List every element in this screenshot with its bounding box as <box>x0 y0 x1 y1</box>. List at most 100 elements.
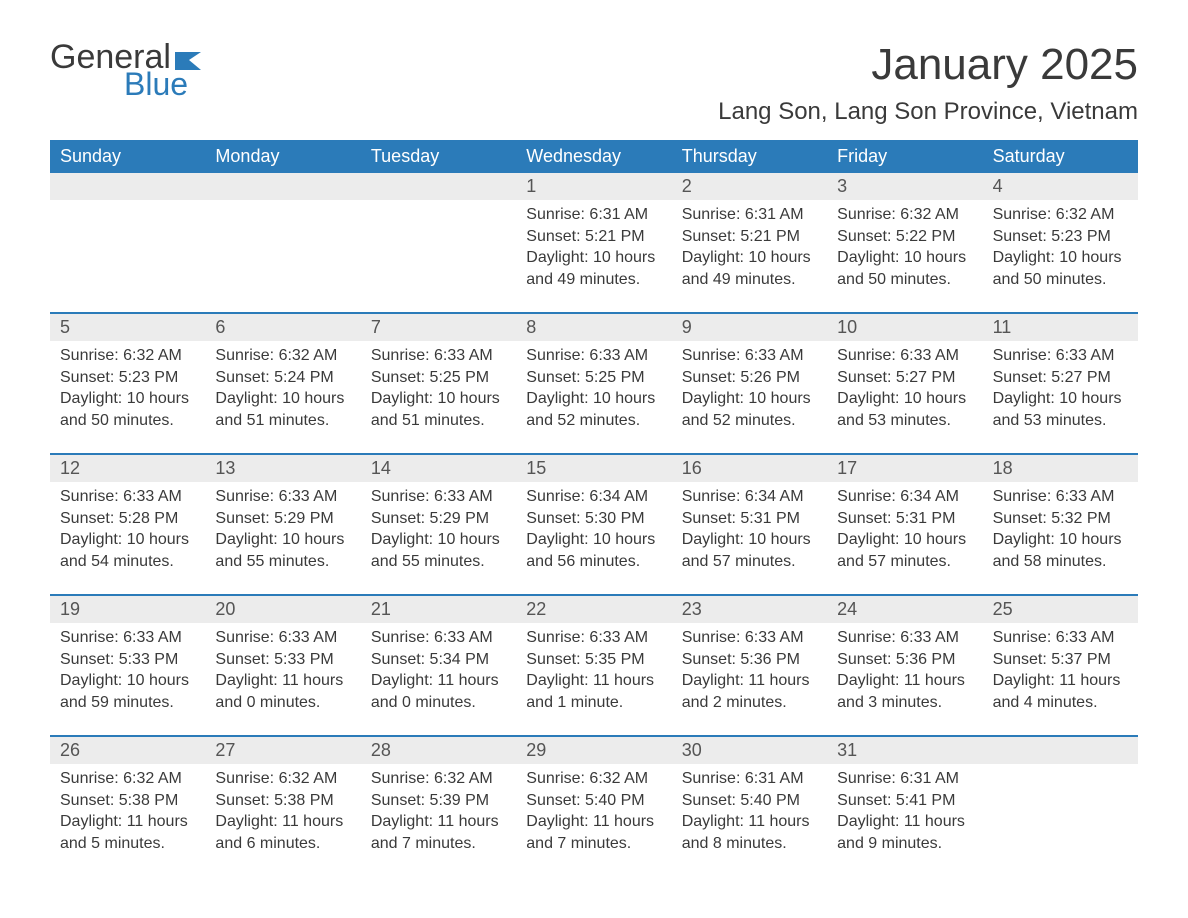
daylight-line: Daylight: 10 hours and 51 minutes. <box>371 388 506 431</box>
day-cell: Sunrise: 6:33 AMSunset: 5:25 PMDaylight:… <box>361 341 516 449</box>
dow-cell: Sunday <box>50 140 205 173</box>
day-cell <box>205 200 360 308</box>
week-row: 1234Sunrise: 6:31 AMSunset: 5:21 PMDayli… <box>50 173 1138 308</box>
day-cell: Sunrise: 6:32 AMSunset: 5:38 PMDaylight:… <box>50 764 205 872</box>
sunrise-line: Sunrise: 6:31 AM <box>682 204 817 226</box>
day-of-week-header: SundayMondayTuesdayWednesdayThursdayFrid… <box>50 140 1138 173</box>
daynum-strip: 567891011 <box>50 314 1138 341</box>
sunrise-line: Sunrise: 6:32 AM <box>526 768 661 790</box>
sunrise-line: Sunrise: 6:32 AM <box>371 768 506 790</box>
day-cell: Sunrise: 6:31 AMSunset: 5:21 PMDaylight:… <box>672 200 827 308</box>
dow-cell: Monday <box>205 140 360 173</box>
daylight-line: Daylight: 10 hours and 55 minutes. <box>215 529 350 572</box>
sunset-line: Sunset: 5:29 PM <box>215 508 350 530</box>
day-cell: Sunrise: 6:33 AMSunset: 5:33 PMDaylight:… <box>205 623 360 731</box>
dow-cell: Thursday <box>672 140 827 173</box>
day-cell: Sunrise: 6:33 AMSunset: 5:37 PMDaylight:… <box>983 623 1138 731</box>
sunset-line: Sunset: 5:25 PM <box>526 367 661 389</box>
sunrise-line: Sunrise: 6:33 AM <box>682 345 817 367</box>
daylight-line: Daylight: 10 hours and 52 minutes. <box>526 388 661 431</box>
day-number: 30 <box>672 737 827 764</box>
sunrise-line: Sunrise: 6:32 AM <box>60 768 195 790</box>
sunrise-line: Sunrise: 6:31 AM <box>837 768 972 790</box>
day-number: 1 <box>516 173 671 200</box>
day-number: 2 <box>672 173 827 200</box>
day-cell <box>983 764 1138 872</box>
day-number: 7 <box>361 314 516 341</box>
daylight-line: Daylight: 10 hours and 50 minutes. <box>837 247 972 290</box>
sunset-line: Sunset: 5:28 PM <box>60 508 195 530</box>
day-cell: Sunrise: 6:33 AMSunset: 5:25 PMDaylight:… <box>516 341 671 449</box>
daybody-strip: Sunrise: 6:33 AMSunset: 5:33 PMDaylight:… <box>50 623 1138 731</box>
sunset-line: Sunset: 5:21 PM <box>682 226 817 248</box>
sunset-line: Sunset: 5:41 PM <box>837 790 972 812</box>
sunset-line: Sunset: 5:25 PM <box>371 367 506 389</box>
day-number: 11 <box>983 314 1138 341</box>
dow-cell: Wednesday <box>516 140 671 173</box>
sunset-line: Sunset: 5:23 PM <box>60 367 195 389</box>
day-cell: Sunrise: 6:32 AMSunset: 5:23 PMDaylight:… <box>50 341 205 449</box>
sunrise-line: Sunrise: 6:33 AM <box>682 627 817 649</box>
daylight-line: Daylight: 11 hours and 6 minutes. <box>215 811 350 854</box>
sunrise-line: Sunrise: 6:33 AM <box>215 627 350 649</box>
day-cell: Sunrise: 6:31 AMSunset: 5:40 PMDaylight:… <box>672 764 827 872</box>
daylight-line: Daylight: 10 hours and 51 minutes. <box>215 388 350 431</box>
day-cell: Sunrise: 6:33 AMSunset: 5:36 PMDaylight:… <box>672 623 827 731</box>
sunrise-line: Sunrise: 6:34 AM <box>682 486 817 508</box>
sunset-line: Sunset: 5:40 PM <box>682 790 817 812</box>
week-row: 262728293031Sunrise: 6:32 AMSunset: 5:38… <box>50 735 1138 872</box>
day-cell: Sunrise: 6:33 AMSunset: 5:36 PMDaylight:… <box>827 623 982 731</box>
day-number: 10 <box>827 314 982 341</box>
daybody-strip: Sunrise: 6:32 AMSunset: 5:38 PMDaylight:… <box>50 764 1138 872</box>
day-cell: Sunrise: 6:32 AMSunset: 5:39 PMDaylight:… <box>361 764 516 872</box>
calendar: SundayMondayTuesdayWednesdayThursdayFrid… <box>50 140 1138 872</box>
daylight-line: Daylight: 10 hours and 54 minutes. <box>60 529 195 572</box>
day-cell: Sunrise: 6:33 AMSunset: 5:27 PMDaylight:… <box>827 341 982 449</box>
day-number: 14 <box>361 455 516 482</box>
day-number: 25 <box>983 596 1138 623</box>
day-cell: Sunrise: 6:34 AMSunset: 5:31 PMDaylight:… <box>672 482 827 590</box>
daylight-line: Daylight: 10 hours and 53 minutes. <box>993 388 1128 431</box>
day-number <box>361 173 516 200</box>
daylight-line: Daylight: 10 hours and 56 minutes. <box>526 529 661 572</box>
daylight-line: Daylight: 10 hours and 50 minutes. <box>60 388 195 431</box>
daylight-line: Daylight: 11 hours and 8 minutes. <box>682 811 817 854</box>
sunset-line: Sunset: 5:27 PM <box>837 367 972 389</box>
sunrise-line: Sunrise: 6:32 AM <box>993 204 1128 226</box>
sunset-line: Sunset: 5:39 PM <box>371 790 506 812</box>
sunrise-line: Sunrise: 6:33 AM <box>993 345 1128 367</box>
dow-cell: Friday <box>827 140 982 173</box>
sunrise-line: Sunrise: 6:32 AM <box>215 768 350 790</box>
sunset-line: Sunset: 5:32 PM <box>993 508 1128 530</box>
day-number: 8 <box>516 314 671 341</box>
sunset-line: Sunset: 5:31 PM <box>682 508 817 530</box>
day-number: 3 <box>827 173 982 200</box>
daylight-line: Daylight: 11 hours and 3 minutes. <box>837 670 972 713</box>
sunrise-line: Sunrise: 6:32 AM <box>837 204 972 226</box>
sunrise-line: Sunrise: 6:33 AM <box>60 486 195 508</box>
daylight-line: Daylight: 11 hours and 5 minutes. <box>60 811 195 854</box>
daylight-line: Daylight: 10 hours and 52 minutes. <box>682 388 817 431</box>
day-number: 21 <box>361 596 516 623</box>
sunrise-line: Sunrise: 6:33 AM <box>993 627 1128 649</box>
sunset-line: Sunset: 5:21 PM <box>526 226 661 248</box>
day-cell <box>50 200 205 308</box>
sunrise-line: Sunrise: 6:33 AM <box>526 627 661 649</box>
sunset-line: Sunset: 5:33 PM <box>60 649 195 671</box>
day-number: 29 <box>516 737 671 764</box>
daylight-line: Daylight: 10 hours and 55 minutes. <box>371 529 506 572</box>
day-cell: Sunrise: 6:33 AMSunset: 5:33 PMDaylight:… <box>50 623 205 731</box>
day-number: 31 <box>827 737 982 764</box>
sunrise-line: Sunrise: 6:33 AM <box>993 486 1128 508</box>
day-number: 9 <box>672 314 827 341</box>
day-cell: Sunrise: 6:33 AMSunset: 5:27 PMDaylight:… <box>983 341 1138 449</box>
sunrise-line: Sunrise: 6:34 AM <box>837 486 972 508</box>
day-number <box>205 173 360 200</box>
sunrise-line: Sunrise: 6:33 AM <box>371 486 506 508</box>
day-number: 6 <box>205 314 360 341</box>
day-number <box>983 737 1138 764</box>
sunrise-line: Sunrise: 6:31 AM <box>526 204 661 226</box>
day-cell: Sunrise: 6:31 AMSunset: 5:21 PMDaylight:… <box>516 200 671 308</box>
sunrise-line: Sunrise: 6:31 AM <box>682 768 817 790</box>
daylight-line: Daylight: 10 hours and 59 minutes. <box>60 670 195 713</box>
